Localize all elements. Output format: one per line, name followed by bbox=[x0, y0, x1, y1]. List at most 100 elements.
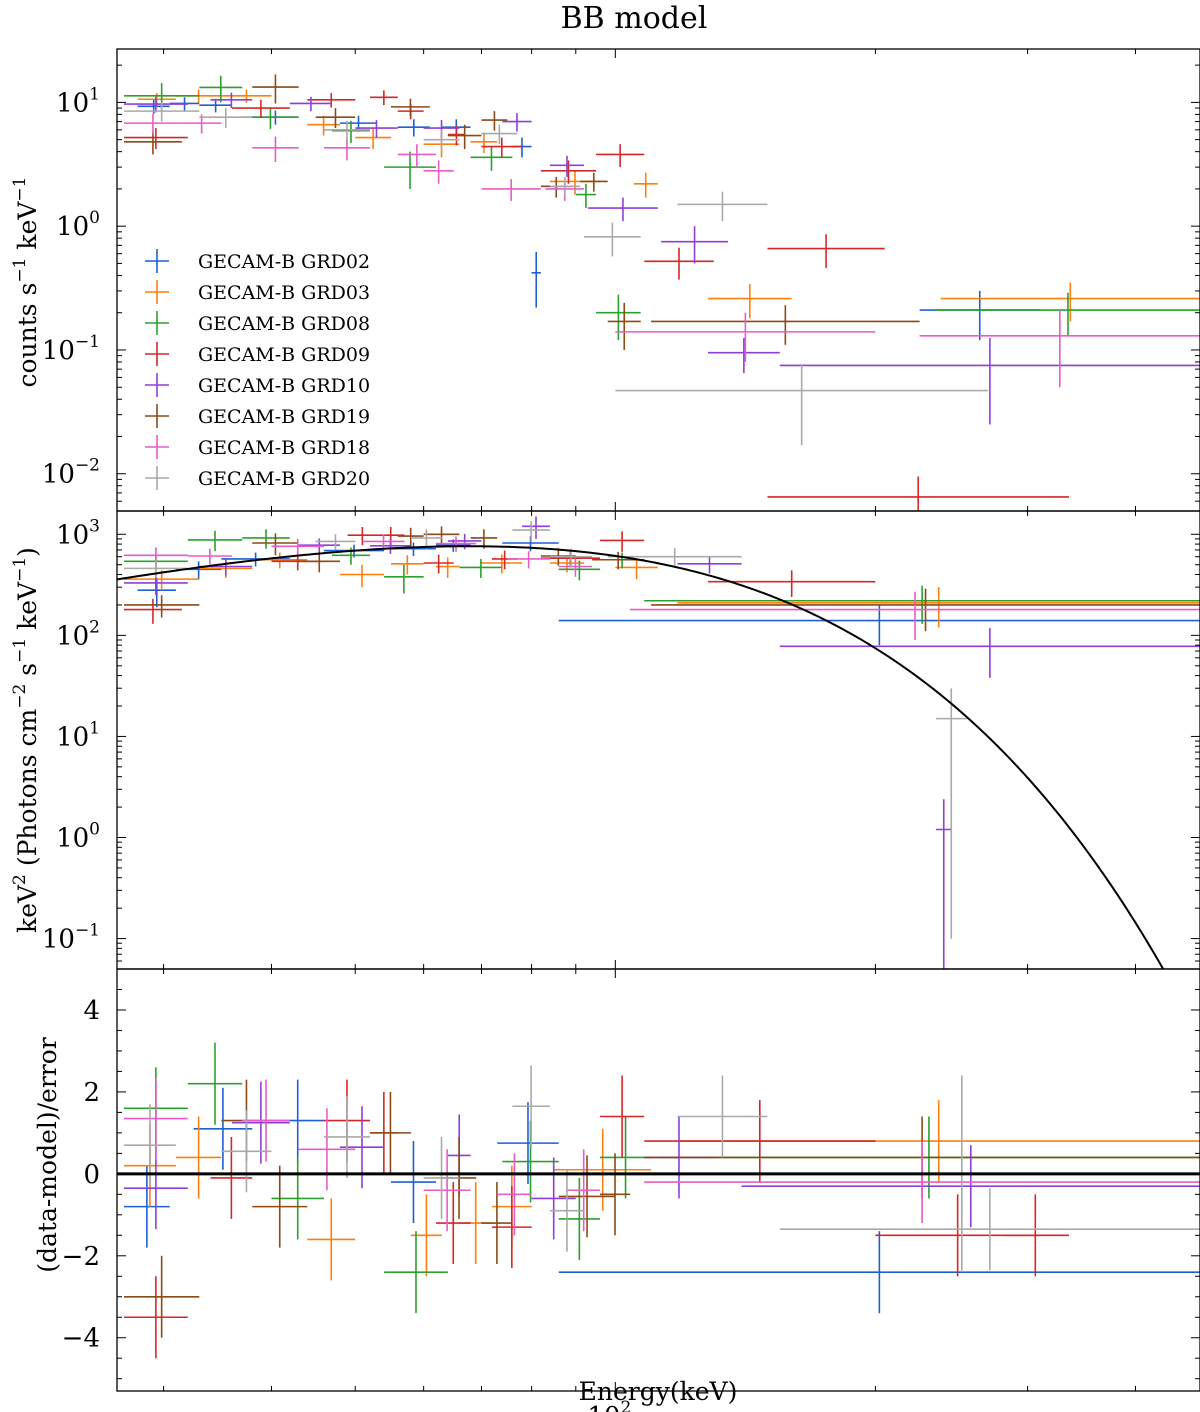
panel-residuals: 420−2−4102 (data-model)/error bbox=[33, 968, 1200, 1412]
y-tick-label: 100 bbox=[56, 208, 100, 242]
data-point bbox=[531, 251, 541, 308]
data-point bbox=[323, 120, 370, 141]
data-point bbox=[575, 183, 597, 209]
data-point bbox=[558, 604, 1200, 646]
data-point bbox=[124, 128, 188, 150]
data-point bbox=[423, 554, 454, 574]
legend-item: GECAM-B GRD03 bbox=[145, 280, 370, 304]
data-point bbox=[677, 191, 768, 222]
data-point bbox=[600, 1153, 631, 1236]
residuals-ticks: 420−2−4102 bbox=[62, 968, 1200, 1412]
data-point bbox=[935, 292, 1200, 336]
data-point bbox=[579, 172, 608, 192]
y-tick-label: 0 bbox=[83, 1160, 100, 1190]
y-tick-label-base: 10 bbox=[42, 336, 75, 366]
y-tick-label-base: 10 bbox=[56, 722, 89, 752]
legend-label: GECAM-B GRD02 bbox=[198, 251, 370, 273]
data-point bbox=[231, 99, 290, 118]
data-point bbox=[481, 554, 523, 574]
data-point bbox=[481, 124, 518, 145]
data-point bbox=[435, 557, 460, 578]
data-point bbox=[677, 555, 742, 574]
data-point bbox=[289, 96, 333, 112]
data-point bbox=[124, 131, 182, 155]
data-point bbox=[767, 234, 885, 268]
data-point bbox=[362, 534, 405, 550]
data-point bbox=[187, 1042, 243, 1125]
y-tick-label-exp: 1 bbox=[89, 84, 100, 104]
data-point bbox=[124, 598, 182, 624]
data-point bbox=[481, 1182, 513, 1264]
y-tick-label-exp: 0 bbox=[89, 208, 100, 228]
data-point bbox=[497, 1102, 559, 1185]
counts-y-axis-title: counts s−1 keV−1 bbox=[10, 177, 42, 388]
y-tick-label-base: 10 bbox=[56, 520, 89, 550]
y-tick-label: 102 bbox=[56, 617, 100, 651]
data-point bbox=[124, 102, 200, 122]
data-point bbox=[607, 302, 641, 350]
model-ylabel-exp3: −1 bbox=[10, 638, 30, 663]
y-tick-label: 101 bbox=[56, 84, 100, 118]
data-point bbox=[935, 688, 967, 939]
counts-data bbox=[124, 74, 1200, 511]
data-point bbox=[221, 89, 272, 103]
data-point bbox=[531, 1157, 576, 1240]
data-point bbox=[384, 1231, 448, 1314]
data-point bbox=[633, 172, 658, 198]
data-point bbox=[459, 558, 503, 578]
data-point bbox=[124, 1255, 200, 1338]
data-point bbox=[651, 305, 920, 345]
y-tick-label-exp: 3 bbox=[89, 516, 100, 536]
y-tick-label: 4 bbox=[83, 996, 100, 1026]
data-point bbox=[193, 1087, 253, 1170]
data-point bbox=[124, 1276, 188, 1359]
model-curve bbox=[117, 545, 1165, 969]
data-point bbox=[549, 1169, 585, 1252]
y-tick-label-exp: −1 bbox=[75, 921, 100, 941]
data-point bbox=[600, 1075, 645, 1158]
legend-item: GECAM-B GRD19 bbox=[145, 404, 370, 428]
data-point bbox=[252, 1165, 308, 1248]
model-ylabel-exp1: 2 bbox=[10, 874, 30, 885]
model-ylabel-mid2: s bbox=[13, 663, 42, 684]
data-point bbox=[707, 284, 792, 319]
y-tick-label: −2 bbox=[62, 1242, 100, 1272]
legend-label: GECAM-B GRD19 bbox=[198, 406, 370, 428]
data-point bbox=[397, 527, 424, 547]
counts-ylabel-exp2: −1 bbox=[10, 177, 30, 202]
data-point bbox=[397, 119, 430, 137]
data-point bbox=[124, 560, 188, 578]
data-point bbox=[558, 1177, 601, 1260]
data-point bbox=[199, 108, 253, 129]
data-point bbox=[390, 555, 424, 575]
data-point bbox=[124, 1147, 188, 1230]
data-point bbox=[390, 1141, 436, 1224]
x-tick-label-base: 10 bbox=[587, 1402, 620, 1412]
data-point bbox=[677, 1075, 768, 1158]
data-point bbox=[644, 247, 714, 280]
data-point bbox=[307, 1198, 356, 1281]
data-point bbox=[252, 533, 299, 556]
data-point bbox=[644, 1141, 1200, 1224]
x-axis-title: Energy(keV) bbox=[579, 1377, 738, 1406]
data-point bbox=[252, 136, 299, 162]
data-point bbox=[558, 1155, 616, 1238]
counts-ylabel-exp1: −1 bbox=[10, 258, 30, 283]
data-point bbox=[423, 1149, 471, 1232]
data-point bbox=[596, 144, 645, 168]
y-tick-label-base: 10 bbox=[56, 212, 89, 242]
x-tick-label-exp: 2 bbox=[620, 1398, 631, 1412]
data-point bbox=[558, 1231, 1200, 1314]
data-point bbox=[410, 529, 442, 549]
data-point bbox=[384, 564, 424, 594]
data-point bbox=[423, 1136, 460, 1219]
data-point bbox=[481, 137, 523, 158]
y-tick-label: 103 bbox=[56, 516, 100, 550]
legend-item: GECAM-B GRD09 bbox=[145, 342, 370, 366]
data-point bbox=[584, 222, 641, 257]
data-point bbox=[512, 1065, 550, 1148]
legend-label: GECAM-B GRD18 bbox=[198, 437, 370, 459]
